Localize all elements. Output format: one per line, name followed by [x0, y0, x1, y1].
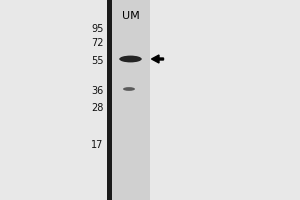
Ellipse shape [119, 56, 142, 62]
Text: 28: 28 [91, 103, 104, 113]
Text: 17: 17 [91, 140, 104, 150]
Text: 95: 95 [91, 24, 104, 34]
Bar [112, 0, 150, 200]
Text: UM: UM [122, 11, 140, 21]
Bar [106, 0, 112, 200]
Text: 55: 55 [91, 56, 103, 66]
Text: 72: 72 [91, 38, 103, 48]
FancyArrow shape [152, 55, 164, 63]
Text: 36: 36 [91, 86, 104, 96]
Ellipse shape [123, 87, 135, 91]
